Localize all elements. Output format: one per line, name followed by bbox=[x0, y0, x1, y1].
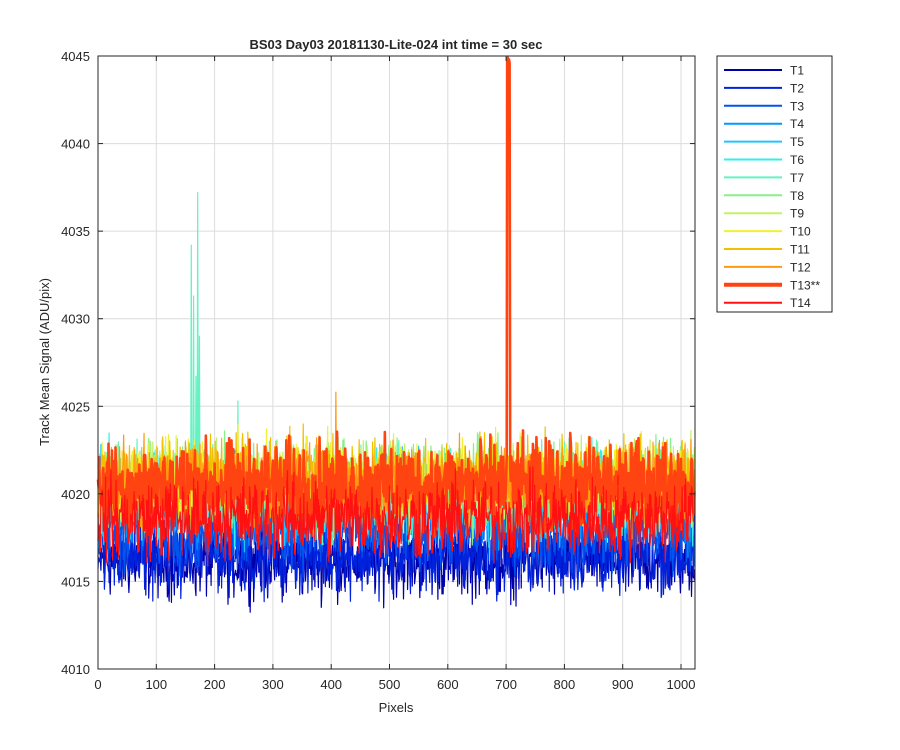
plot-frame bbox=[97, 55, 696, 670]
x-tick-label: 700 bbox=[495, 677, 517, 692]
x-tick-label: 300 bbox=[262, 677, 284, 692]
legend-label: T2 bbox=[790, 81, 804, 95]
x-tick-label: 600 bbox=[437, 677, 459, 692]
legend-label: T5 bbox=[790, 135, 804, 149]
x-tick-label: 1000 bbox=[667, 677, 696, 692]
legend-label: T1 bbox=[790, 64, 804, 78]
y-axis-label: Track Mean Signal (ADU/pix) bbox=[37, 278, 52, 446]
legend-label: T9 bbox=[790, 207, 804, 221]
y-tick-label: 4045 bbox=[61, 49, 90, 64]
legend: T1 T2 T3 T4 T5 T6 T7 T8 T9 T10 T11 T12 T13** T14 bbox=[716, 55, 833, 313]
y-tick-label: 4025 bbox=[61, 399, 90, 414]
y-tick-label: 4035 bbox=[61, 224, 90, 239]
x-tick-label: 200 bbox=[204, 677, 226, 692]
x-tick-label: 400 bbox=[320, 677, 342, 692]
legend-label: T14 bbox=[790, 296, 811, 310]
x-tick-label: 800 bbox=[554, 677, 576, 692]
y-tick-label: 4040 bbox=[61, 137, 90, 152]
legend-label: T4 bbox=[790, 117, 804, 131]
y-tick-label: 4010 bbox=[61, 662, 90, 677]
series-line-t14 bbox=[97, 466, 695, 567]
x-axis-label: Pixels bbox=[379, 700, 414, 715]
series-layer bbox=[96, 56, 696, 613]
x-tick-label: 900 bbox=[612, 677, 634, 692]
chart-title: BS03 Day03 20181130-Lite-024 int time = … bbox=[249, 37, 542, 52]
x-tick-label: 100 bbox=[145, 677, 167, 692]
legend-items: T1 T2 T3 T4 T5 T6 T7 T8 T9 T10 T11 T12 T13** T14 bbox=[724, 64, 820, 310]
legend-label: T13** bbox=[790, 278, 820, 292]
legend-label: T10 bbox=[790, 225, 811, 239]
x-tick-label: 0 bbox=[94, 677, 101, 692]
y-tick-label: 4020 bbox=[61, 487, 90, 502]
y-tick-label: 4015 bbox=[61, 574, 90, 589]
legend-label: T7 bbox=[790, 171, 804, 185]
x-tick-label: 500 bbox=[379, 677, 401, 692]
legend-label: T6 bbox=[790, 153, 804, 167]
legend-label: T3 bbox=[790, 99, 804, 113]
legend-box bbox=[716, 55, 833, 313]
legend-label: T12 bbox=[790, 260, 811, 274]
legend-label: T11 bbox=[790, 243, 810, 257]
axis-ticks: 0 100 200 300 400 500 600 700 800 900 1000 4010 4015… bbox=[61, 49, 695, 692]
legend-label: T8 bbox=[790, 189, 804, 203]
y-tick-label: 4030 bbox=[61, 312, 90, 327]
